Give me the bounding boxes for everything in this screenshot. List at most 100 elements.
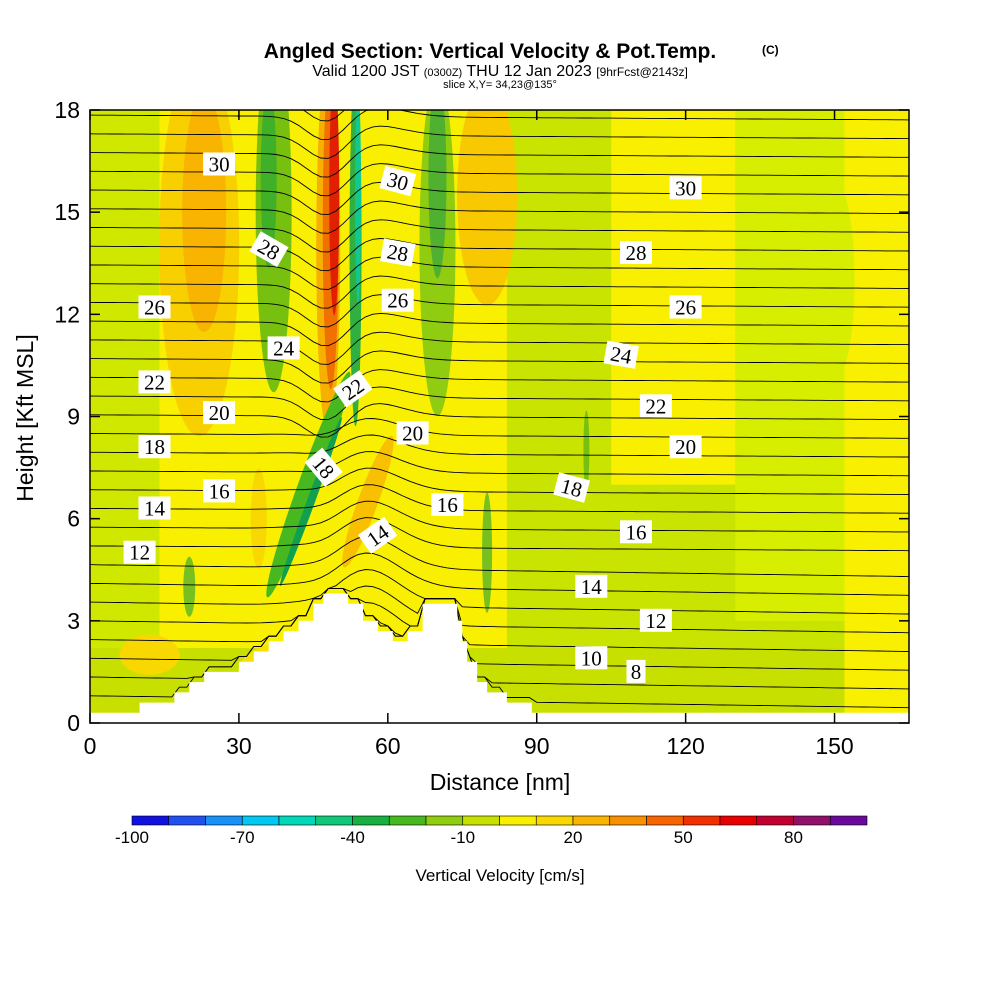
isentrope-label-box <box>333 370 373 408</box>
x-tick-label: 60 <box>375 733 401 759</box>
isentrope-label-box <box>138 370 171 394</box>
shade-lowlevel-green <box>266 371 351 598</box>
isentrope-label: 12 <box>123 540 156 565</box>
isentrope-label-text: 12 <box>129 541 150 565</box>
isentrope-line <box>90 294 909 328</box>
isentrope-line <box>90 517 909 552</box>
isentrope-line <box>90 484 909 514</box>
valid-time-utc: (0300Z) <box>424 67 463 79</box>
isentrope-label-box <box>381 288 414 312</box>
isentrope-label-box <box>639 394 672 418</box>
valid-time-prefix: Valid 1200 JST <box>312 63 420 80</box>
isentrope-line <box>90 369 909 403</box>
isentrope-label-text: 10 <box>581 646 602 670</box>
isentrope-label-box <box>267 336 300 360</box>
isentrope-label-box <box>620 520 652 544</box>
colorbar-swatch <box>315 815 353 826</box>
y-tick-label: 3 <box>67 608 80 634</box>
y-axis: 0 3 6 9 12 15 18 <box>54 97 909 736</box>
valid-time-line: Valid 1200 JST (0300Z) THU 12 Jan 2023 [… <box>312 63 688 80</box>
shade-edge-yellow <box>844 110 909 723</box>
colorbar-swatch <box>168 815 206 826</box>
isentrope-label-box <box>138 295 171 319</box>
colorbar-swatch <box>535 815 574 826</box>
isentrope-label-text: 12 <box>645 609 666 633</box>
x-axis: 0 30 60 90 120 150 <box>84 110 854 759</box>
isentrope-label: 16 <box>203 479 236 503</box>
isentrope-label-text: 16 <box>209 479 230 503</box>
isentrope-line <box>90 569 909 615</box>
isentrope-label-text: 26 <box>675 296 696 320</box>
chart-title-tag: (C) <box>762 43 779 57</box>
x-tick-label: 120 <box>666 733 704 759</box>
isentrope-label-text: 26 <box>144 296 165 320</box>
isentrope-label: 26 <box>138 295 171 320</box>
colorbar-swatch <box>499 815 537 826</box>
colorbar-swatch <box>756 815 794 826</box>
potential-temperature-contours <box>90 110 909 709</box>
isentrope-label-box <box>249 231 289 268</box>
x-tick-label: 30 <box>226 733 252 759</box>
isentrope-label-text: 18 <box>144 435 165 459</box>
isentrope-label: 24 <box>267 336 300 360</box>
isentrope-label: 10 <box>575 646 608 670</box>
isentrope-label: 30 <box>203 152 236 177</box>
colorbar-tick-label: 20 <box>564 828 583 847</box>
x-axis-label: Distance [nm] <box>430 769 571 795</box>
slice-label: slice X,Y= 34,23@135° <box>443 79 557 91</box>
isentrope-label: 20 <box>669 435 702 459</box>
isentrope-label-box <box>575 646 608 670</box>
isentrope-line <box>90 331 909 365</box>
isentrope-line <box>90 434 909 458</box>
shade-left-greenyellow <box>90 110 160 723</box>
isentrope-label-box <box>203 479 236 503</box>
isentrope-label-text: 28 <box>385 239 410 266</box>
isentrope-label: 12 <box>639 608 672 633</box>
isentrope-line <box>90 588 909 652</box>
colorbar-swatch <box>388 815 427 826</box>
isentrope-label-box <box>357 516 398 554</box>
isentrope-label-text: 8 <box>631 660 642 684</box>
isentrope-label: 16 <box>620 520 652 544</box>
isentrope-line <box>90 125 909 159</box>
isentrope-line <box>90 110 909 141</box>
isentrope-label-text: 20 <box>402 422 423 446</box>
isentrope-label-text: 24 <box>609 342 634 369</box>
isentrope-label: 14 <box>138 496 171 521</box>
isentrope-label: 30 <box>669 176 702 200</box>
y-tick-label: 9 <box>67 404 80 430</box>
isentrope-label: 18 <box>138 435 171 459</box>
isentrope-label: 22 <box>138 370 171 394</box>
colorbar-swatch <box>609 815 647 826</box>
isentrope-label-box <box>626 659 646 683</box>
isentrope-label-text: 26 <box>387 289 408 313</box>
y-tick-label: 15 <box>54 199 80 225</box>
y-tick-label: 18 <box>54 97 80 123</box>
terrain-profile <box>90 593 909 723</box>
colorbar-tick-label: 50 <box>674 828 693 847</box>
shade-orange-core-left <box>182 110 227 333</box>
isentrope-label-text: 22 <box>144 370 165 394</box>
isentrope-label: 28 <box>380 238 416 267</box>
valid-time-date: THU 12 Jan 2023 <box>466 63 592 80</box>
x-tick-label: 90 <box>524 733 550 759</box>
shade-mid-green <box>583 410 590 491</box>
isentrope-label: 16 <box>431 493 464 517</box>
isentrope-label: 22 <box>639 394 672 418</box>
isentrope-line <box>90 588 909 671</box>
colorbar-label: Vertical Velocity [cm/s] <box>415 866 584 885</box>
colorbar-swatch <box>352 815 390 826</box>
shade-lowlevel-green-left <box>183 556 196 617</box>
x-tick-label: 150 <box>815 733 853 759</box>
isentrope-label-box <box>203 401 236 425</box>
isentrope-label: 20 <box>203 401 236 425</box>
shade-lowlevel-yellow <box>250 468 267 569</box>
isentrope-line <box>90 451 909 477</box>
isentrope-label-box <box>603 340 639 369</box>
isentrope-label-box <box>669 176 702 200</box>
isentrope-label-box <box>639 608 672 632</box>
isentrope-label: 18 <box>553 472 591 503</box>
colorbar-swatch <box>205 815 243 826</box>
isentrope-label-text: 24 <box>273 336 295 360</box>
